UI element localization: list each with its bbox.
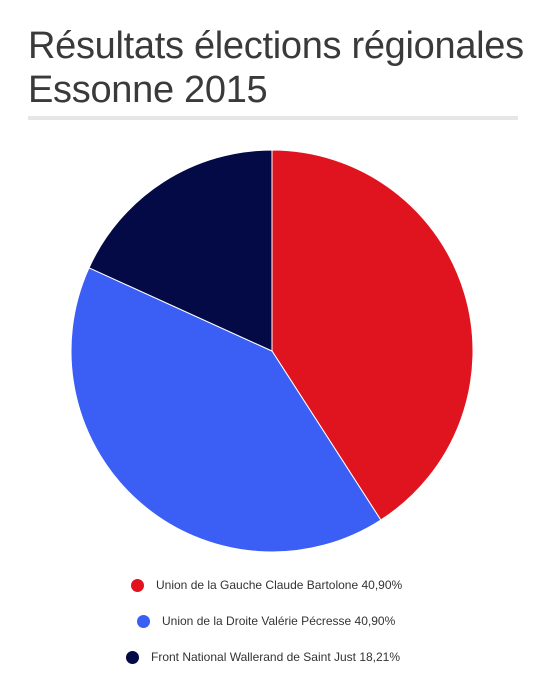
pie-slice-fn[interactable]	[88, 149, 273, 352]
legend-label-fn: Front National Wallerand de Saint Just 1…	[151, 650, 401, 664]
legend-swatch-droite	[137, 614, 150, 628]
chart-title: Résultats élections régionales Essonne 2…	[28, 25, 524, 111]
pie-slice-droite[interactable]	[70, 267, 382, 553]
legend-swatch-fn	[126, 650, 139, 664]
pie-slice-gauche[interactable]	[271, 149, 474, 521]
legend-item-droite[interactable]: Union de la Droite Valérie Pécresse 40,9…	[137, 614, 395, 628]
legend-item-gauche[interactable]: Union de la Gauche Claude Bartolone 40,9…	[131, 578, 402, 592]
legend-label-gauche: Union de la Gauche Claude Bartolone 40,9…	[156, 578, 403, 592]
legend-item-fn[interactable]: Front National Wallerand de Saint Just 1…	[126, 650, 400, 664]
legend-label-droite: Union de la Droite Valérie Pécresse 40,9…	[162, 614, 396, 628]
legend-swatch-gauche	[131, 578, 144, 592]
pie-chart	[70, 149, 474, 553]
title-divider	[28, 116, 518, 120]
